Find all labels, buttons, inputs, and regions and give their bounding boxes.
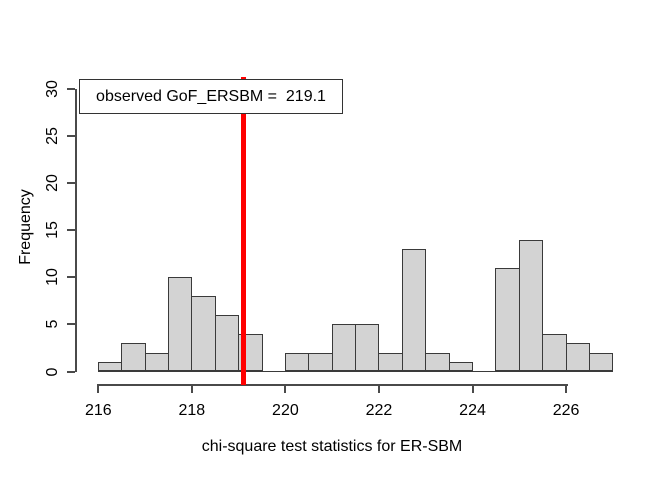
histogram-bar bbox=[425, 352, 450, 372]
histogram-bar bbox=[378, 352, 403, 372]
y-tick-label: 5 bbox=[44, 319, 61, 329]
x-axis-tick bbox=[377, 384, 380, 393]
y-axis-line bbox=[75, 88, 77, 373]
y-tick-label: 25 bbox=[44, 127, 61, 145]
y-axis-tick bbox=[67, 135, 75, 138]
histogram-bar bbox=[121, 343, 146, 372]
y-axis-tick bbox=[67, 370, 75, 373]
x-axis-tick bbox=[284, 384, 287, 393]
y-axis-tick bbox=[67, 276, 75, 279]
x-axis-title: chi-square test statistics for ER-SBM bbox=[201, 438, 463, 455]
histogram-bar bbox=[167, 277, 193, 372]
x-axis-tick bbox=[97, 384, 100, 393]
y-tick-label: 0 bbox=[44, 367, 61, 376]
x-tick-label: 224 bbox=[459, 402, 486, 419]
histogram-baseline bbox=[98, 370, 613, 372]
x-axis-tick bbox=[565, 384, 568, 393]
histogram-bar bbox=[144, 352, 169, 372]
histogram-bar bbox=[355, 324, 380, 372]
histogram-bar bbox=[588, 352, 614, 372]
histogram-bar bbox=[401, 249, 427, 372]
x-axis-tick bbox=[471, 384, 474, 393]
histogram-bar bbox=[565, 343, 590, 372]
x-tick-label: 218 bbox=[178, 402, 206, 419]
y-tick-label: 10 bbox=[44, 268, 61, 287]
x-axis-tick bbox=[190, 384, 193, 393]
histogram-bar bbox=[191, 296, 216, 372]
x-tick-label: 220 bbox=[272, 402, 299, 419]
histogram-bar bbox=[284, 352, 310, 372]
histogram-bar bbox=[331, 324, 357, 372]
observed-value-line bbox=[240, 77, 246, 385]
legend-box: observed GoF_ERSBM = 219.1 bbox=[79, 79, 343, 114]
histogram-bar bbox=[542, 333, 567, 372]
legend-label: observed GoF_ERSBM = 219.1 bbox=[96, 87, 326, 105]
y-tick-label: 20 bbox=[44, 174, 61, 193]
x-axis-line bbox=[98, 384, 569, 386]
y-axis-tick bbox=[67, 323, 75, 326]
y-tick-label: 15 bbox=[44, 221, 61, 240]
histogram-bar bbox=[214, 314, 240, 372]
x-tick-label: 222 bbox=[365, 402, 393, 419]
y-axis-title: Frequency bbox=[17, 189, 34, 265]
y-axis-tick bbox=[67, 182, 75, 185]
y-tick-label: 30 bbox=[44, 80, 61, 98]
y-axis-tick bbox=[67, 87, 75, 90]
x-tick-label: 216 bbox=[84, 402, 112, 419]
x-tick-label: 226 bbox=[552, 402, 580, 419]
y-axis-tick bbox=[67, 229, 75, 232]
histogram-bar bbox=[495, 267, 520, 372]
histogram-bar bbox=[308, 352, 333, 372]
histogram-bar bbox=[518, 239, 544, 372]
